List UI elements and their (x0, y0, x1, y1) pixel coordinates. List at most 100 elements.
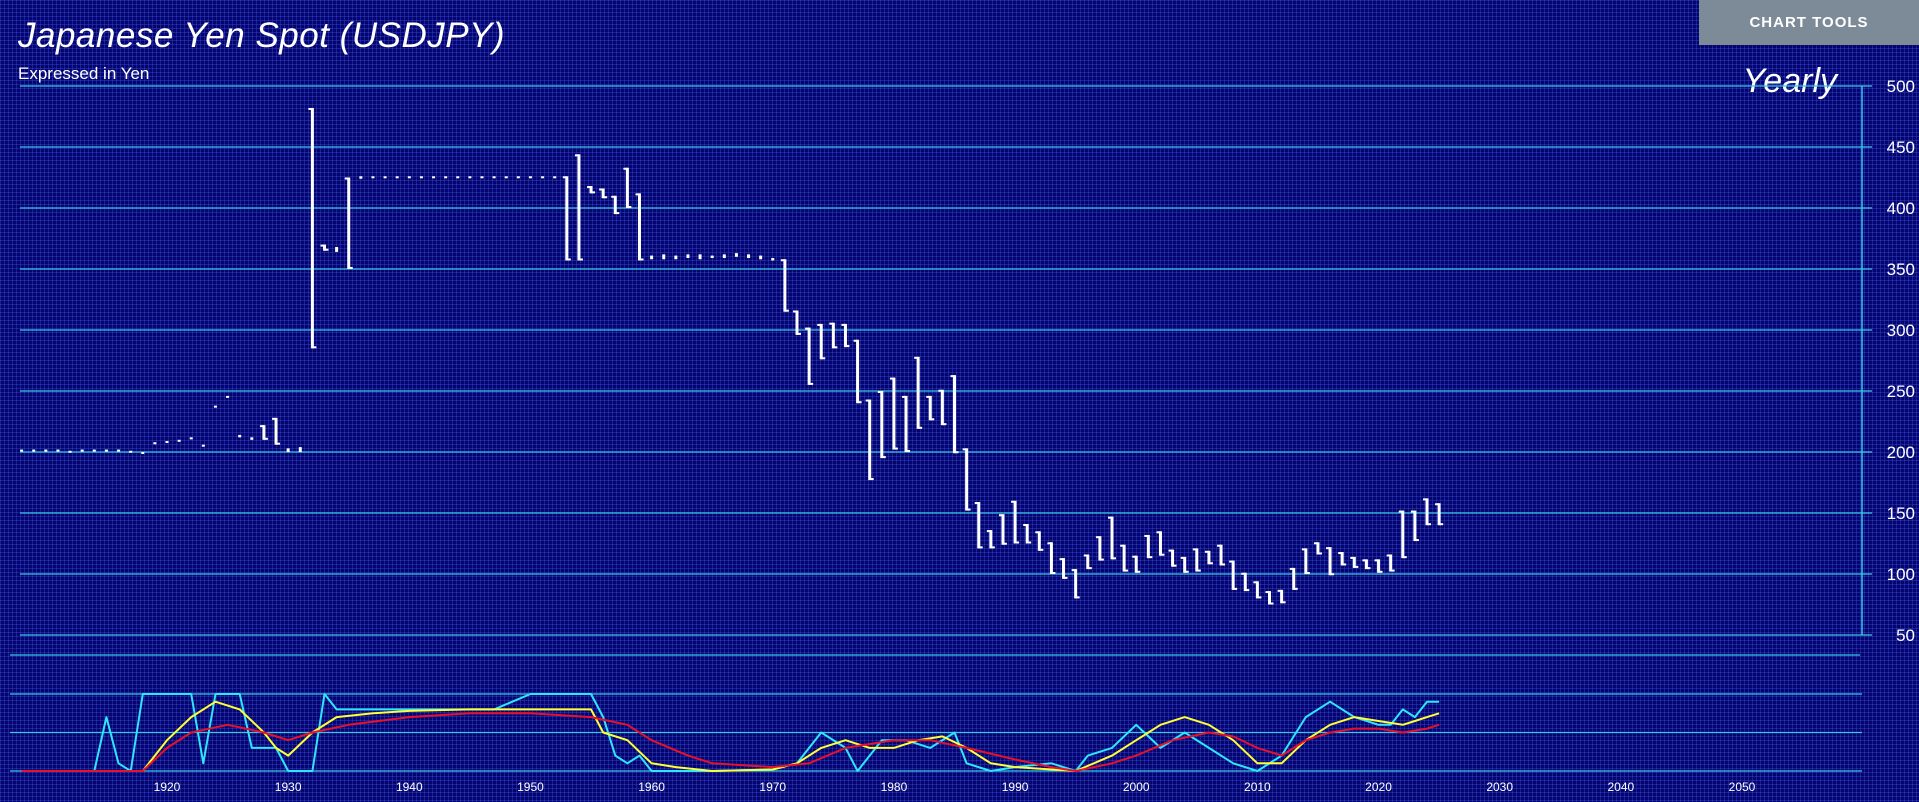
price-bar-1937 (371, 176, 375, 179)
price-bar-1977-open-tick (853, 339, 858, 342)
price-bar-1981-close-tick (906, 450, 911, 452)
price-bar-1918 (141, 452, 145, 454)
x-tick-label-1950: 1950 (517, 780, 544, 794)
price-bar-1973 (807, 327, 811, 385)
price-bar-2013-open-tick (1289, 567, 1294, 570)
price-bar-1985 (953, 375, 956, 454)
price-bar-1989 (1001, 514, 1005, 545)
price-bar-1974-open-tick (817, 323, 822, 326)
chart-tools-button[interactable]: CHART TOOLS (1699, 0, 1919, 45)
price-bar-2016-close-tick (1330, 573, 1335, 576)
price-bar-2009 (1243, 572, 1247, 592)
osc-series-1 (21, 700, 1440, 772)
price-bar-2012-close-tick (1281, 601, 1286, 604)
price-bar-1908 (20, 449, 24, 452)
price-bar-1993 (1049, 542, 1053, 574)
price-bar-1957 (613, 195, 617, 215)
price-bar-1980-open-tick (889, 377, 894, 380)
price-bar-1983-open-tick (926, 395, 931, 398)
price-bar-1982-open-tick (914, 356, 919, 359)
price-bar-2009-close-tick (1245, 589, 1250, 592)
price-bar-1971 (783, 259, 787, 312)
price-bar-2020 (1377, 559, 1381, 573)
price-bar-2012 (1280, 589, 1284, 604)
price-bar-2014 (1304, 548, 1308, 574)
price-bar-1969 (759, 255, 763, 260)
price-bar-1976 (843, 323, 847, 348)
price-bar-1970 (771, 258, 775, 261)
price-bar-2025 (1437, 503, 1441, 526)
price-bar-1968 (747, 254, 751, 259)
x-tick-label-1970: 1970 (759, 780, 786, 794)
price-bar-1976-open-tick (841, 323, 846, 326)
price-bar-1999-open-tick (1120, 544, 1125, 547)
y-tick-label-500: 500 (1887, 77, 1915, 96)
price-bar-2011-close-tick (1269, 602, 1274, 605)
price-bar-1919 (153, 442, 157, 445)
price-bar-1974 (819, 323, 823, 360)
price-bar-2004-open-tick (1180, 556, 1185, 559)
price-bar-2003 (1171, 549, 1175, 567)
price-bar-1998 (1110, 516, 1114, 560)
price-bar-1984-close-tick (942, 423, 947, 426)
price-bar-1985-close-tick (954, 451, 959, 454)
price-bar-1986-close-tick (966, 508, 971, 511)
price-bar-1951 (541, 176, 545, 179)
price-bar-1977 (856, 339, 860, 404)
x-tick-label-2010: 2010 (1244, 780, 1271, 794)
price-bar-1950 (528, 176, 532, 179)
price-bar-1947 (492, 176, 496, 179)
price-bar-1978-close-tick (869, 478, 874, 481)
price-bar-2017-open-tick (1338, 552, 1343, 555)
price-bar-2019-open-tick (1362, 559, 1367, 562)
price-bar-1939 (395, 176, 399, 179)
price-bar-1920 (165, 441, 169, 444)
price-bar-2015-close-tick (1317, 552, 1322, 555)
x-tick-label-1980: 1980 (881, 780, 908, 794)
price-bar-1978-open-tick (865, 399, 870, 402)
price-bar-1916 (117, 449, 121, 452)
price-bar-1934 (335, 247, 339, 252)
price-bar-1999 (1122, 544, 1126, 572)
price-bar-1996-open-tick (1083, 554, 1088, 557)
price-bar-2000-close-tick (1136, 570, 1141, 573)
price-bar-1990-open-tick (1011, 500, 1016, 503)
price-bar-1933 (323, 244, 326, 251)
price-bar-2011 (1268, 591, 1271, 605)
price-bar-1915 (104, 449, 108, 452)
price-bar-1945 (468, 176, 472, 179)
price-bar-2025-open-tick (1435, 503, 1440, 506)
price-bar-2018 (1352, 556, 1356, 568)
price-bar-2013 (1292, 567, 1296, 590)
price-bar-1989-open-tick (998, 514, 1003, 517)
price-bar-1994-close-tick (1063, 576, 1068, 579)
price-bar-1992-open-tick (1035, 531, 1040, 534)
price-bar-1958-open-tick (623, 167, 628, 170)
price-bar-2023 (1413, 510, 1417, 542)
price-bar-1954-open-tick (574, 154, 579, 157)
chart-title: Japanese Yen Spot (USDJPY) (18, 16, 506, 55)
x-tick-label-1960: 1960 (638, 780, 665, 794)
price-bar-1913 (80, 449, 84, 452)
x-tick-label-1920: 1920 (154, 780, 181, 794)
price-bar-1996-close-tick (1087, 567, 1092, 570)
price-bar-1948 (504, 176, 508, 179)
price-bar-1957-close-tick (615, 212, 620, 215)
price-bar-2006-open-tick (1204, 550, 1209, 553)
price-bar-2023-open-tick (1410, 510, 1415, 513)
price-bar-2021-open-tick (1386, 554, 1391, 557)
price-bar-2017 (1340, 552, 1344, 566)
price-bar-2024-close-tick (1427, 523, 1431, 526)
price-bar-2019 (1364, 559, 1368, 570)
osc-series-2 (21, 712, 1440, 772)
price-bar-2006-close-tick (1208, 562, 1213, 565)
price-bar-2021-close-tick (1390, 569, 1395, 572)
price-bar-1971-open-tick (780, 259, 785, 262)
price-bar-1958 (625, 167, 629, 208)
price-bar-2022 (1401, 510, 1405, 559)
x-tick-label-2030: 2030 (1486, 780, 1513, 794)
price-bar-1986 (965, 448, 969, 511)
price-bar-1943 (444, 176, 448, 179)
y-tick-label-300: 300 (1887, 321, 1915, 340)
